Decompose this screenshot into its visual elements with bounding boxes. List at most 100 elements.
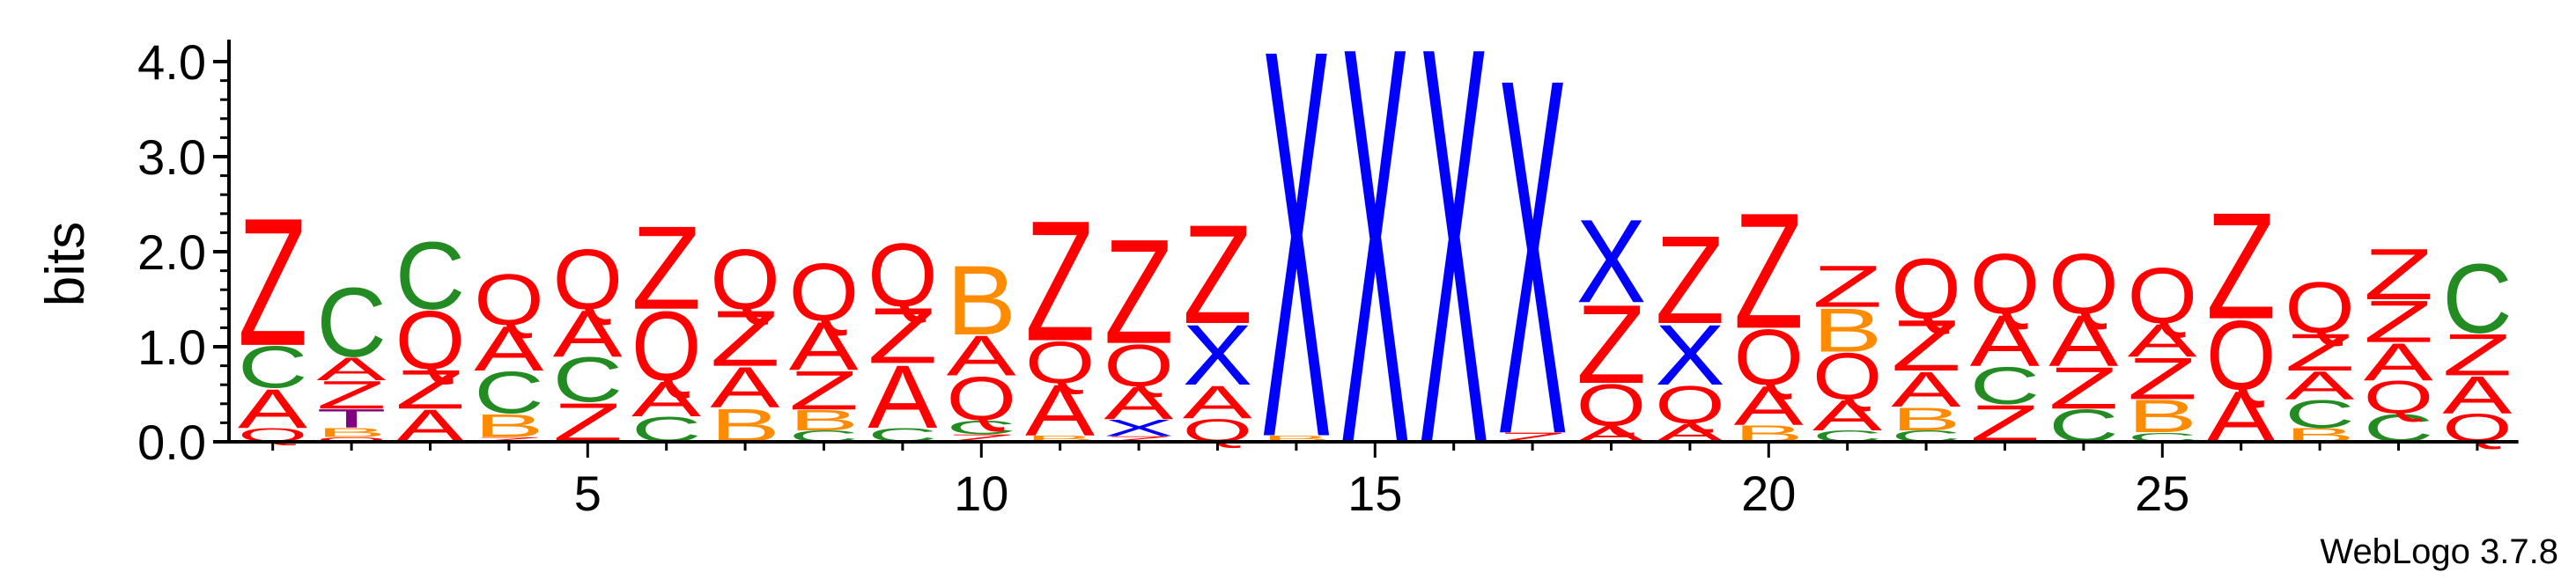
y-axis-tick-label: 1.0	[137, 319, 206, 375]
logo-letter-Z: Z	[2284, 323, 2354, 382]
logo-letter-Z: Z	[1655, 209, 1724, 349]
logo-column-15: X	[1340, 0, 1410, 563]
logo-letter-Z: Z	[1576, 282, 1646, 407]
logo-letter-Z: Z	[631, 202, 701, 335]
logo-letter-Q: Q	[2048, 237, 2118, 332]
logo-column-26: AQZ	[2206, 182, 2276, 458]
logo-letter-Q: Q	[631, 290, 701, 401]
logo-letter-Q: Q	[2364, 372, 2433, 423]
logo-letter-X: X	[1183, 308, 1252, 403]
logo-letter-A: A	[947, 325, 1016, 388]
logo-letter-A: A	[789, 308, 859, 385]
x-axis-tick-label: 15	[1347, 466, 1402, 521]
logo-letter-B: B	[789, 404, 859, 437]
logo-letter-B: B	[1812, 295, 1882, 364]
logo-letter-Z: Z	[1183, 195, 1252, 353]
y-axis-label: bits	[35, 222, 96, 306]
logo-letter-A: A	[867, 347, 937, 446]
logo-letter-Q: Q	[1576, 373, 1646, 439]
logo-letter-Z: Z	[1891, 305, 1960, 386]
logo-letter-X: X	[1103, 415, 1173, 441]
logo-letter-A: A	[1891, 362, 1960, 418]
logo-letter-C: C	[474, 360, 543, 426]
logo-letter-Z: Z	[395, 358, 465, 420]
logo-letter-Q: Q	[2284, 267, 2354, 348]
logo-letter-Q: Q	[2206, 300, 2276, 411]
logo-letter-Q: Q	[867, 225, 937, 326]
logo-letter-B: B	[316, 425, 386, 440]
logo-letter-Q: Q	[553, 232, 623, 327]
logo-letter-A: A	[1103, 378, 1173, 429]
logo-letter-A: A	[1812, 392, 1883, 440]
logo-letter-C: C	[947, 416, 1016, 438]
x-axis: 5 10 15 20 25	[229, 440, 2519, 521]
logo-letter-Z: Z	[2128, 345, 2197, 412]
logo-letter-A: A	[1183, 377, 1252, 428]
logo-letter-C: C	[316, 267, 386, 378]
logo-letter-Z: Z	[2048, 355, 2118, 422]
logo-letter-Z: Z	[2364, 234, 2433, 315]
logo-letter-A: A	[316, 350, 387, 387]
logo-letter-stacks: QACZQBTZACAZQCZBCAQZCAQCAQZBAZQCBZAQCAZQ…	[238, 0, 2513, 563]
x-axis-tick-label: 5	[574, 466, 602, 521]
logo-letter-A: A	[2442, 365, 2512, 424]
y-axis-tick-label: 2.0	[137, 224, 206, 280]
logo-letter-X: X	[1497, 0, 1567, 540]
logo-letter-Q: Q	[1812, 340, 1882, 414]
logo-letter-X: X	[1419, 0, 1488, 563]
logo-letter-A: A	[2364, 333, 2433, 392]
x-axis-tick-label: 10	[954, 466, 1008, 521]
logo-letter-Q: Q	[474, 259, 543, 340]
logo-letter-B: B	[474, 407, 543, 444]
logo-letter-Q: Q	[2128, 253, 2197, 341]
logo-letter-Q: Q	[316, 436, 386, 443]
logo-letter-Z: Z	[238, 180, 307, 384]
logo-letter-A: A	[1734, 375, 1805, 437]
logo-letter-A: A	[2048, 300, 2118, 381]
logo-letter-Z: Z	[2364, 288, 2433, 355]
logo-column-16: X	[1419, 0, 1488, 563]
logo-letter-A: A	[1025, 370, 1095, 451]
logo-letter-Q: Q	[1103, 333, 1173, 399]
y-axis-tick-label: 3.0	[137, 129, 206, 185]
logo-letter-Z: Z	[2442, 321, 2512, 388]
logo-letter-X: X	[1340, 0, 1410, 563]
logo-letter-Z: Z	[710, 294, 779, 383]
y-axis-tick-label: 4.0	[137, 34, 206, 90]
logo-letter-B: B	[1025, 434, 1095, 444]
logo-letter-C: C	[395, 223, 465, 330]
logo-letter-Q: Q	[1025, 330, 1095, 396]
logo-letter-Q: Q	[710, 232, 779, 327]
logo-letter-X: X	[1261, 0, 1331, 554]
logo-letter-Z: Z	[867, 291, 937, 380]
logo-letter-Z: Z	[789, 360, 859, 422]
y-axis: 0.0 1.0 2.0 3.0 4.0	[137, 34, 231, 470]
logo-letter-Z: Z	[1103, 209, 1173, 376]
logo-letter-X: X	[1655, 308, 1724, 403]
logo-letter-X: X	[1576, 194, 1646, 327]
logo-letter-Q: Q	[1970, 237, 2040, 332]
logo-letter-A: A	[1970, 300, 2040, 381]
logo-letter-Q: Q	[947, 364, 1016, 434]
logo-letter-C: C	[553, 345, 623, 416]
logo-letter-Z: Z	[316, 372, 386, 416]
logo-letter-Z: Z	[2206, 182, 2276, 351]
logo-letter-A: A	[631, 371, 701, 427]
